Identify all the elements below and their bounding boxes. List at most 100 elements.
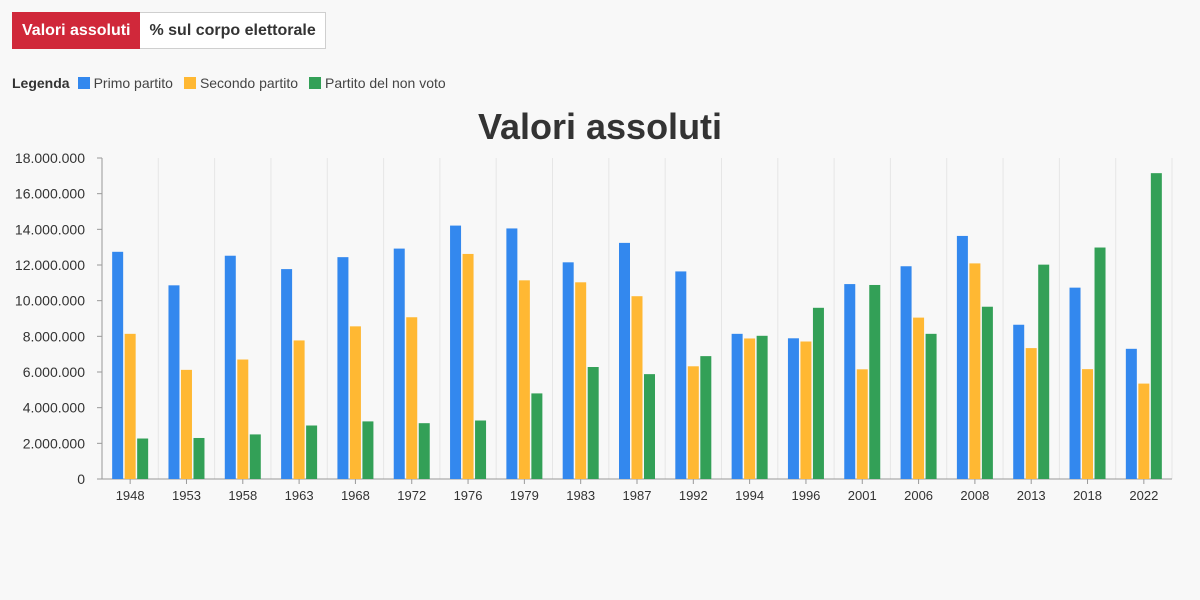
y-tick-label: 6.000.000: [23, 364, 85, 380]
legend-swatch-nonvoto: [309, 77, 322, 89]
legend: Legenda Primo partito Secondo partito Pa…: [12, 75, 457, 91]
bar-primo-partito: [731, 333, 743, 479]
bar-primo-partito: [112, 251, 124, 479]
bar-non-voto: [475, 420, 487, 479]
x-tick-label: 1972: [397, 488, 426, 503]
bar-secondo-partito: [575, 282, 587, 479]
bar-secondo-partito: [856, 369, 868, 479]
x-tick-label: 2006: [904, 488, 933, 503]
bar-primo-partito: [337, 257, 349, 479]
bar-secondo-partito: [406, 317, 418, 479]
bar-non-voto: [812, 307, 824, 479]
x-tick-label: 1963: [285, 488, 314, 503]
x-tick-label: 1996: [791, 488, 820, 503]
x-tick-label: 1958: [228, 488, 257, 503]
legend-title: Legenda: [12, 75, 70, 91]
y-tick-label: 0: [77, 471, 85, 487]
bar-secondo-partito: [180, 369, 192, 479]
bar-non-voto: [1038, 264, 1050, 479]
bar-primo-partito: [956, 235, 968, 479]
tab-percentuale-corpo-elettorale[interactable]: % sul corpo elettorale: [140, 12, 326, 49]
tab-valori-assoluti[interactable]: Valori assoluti: [12, 12, 141, 49]
bar-primo-partito: [619, 242, 630, 479]
bar-non-voto: [1094, 247, 1106, 479]
x-tick-label: 1976: [454, 488, 483, 503]
bar-non-voto: [869, 284, 881, 479]
bar-non-voto: [193, 437, 205, 479]
bar-secondo-partito: [969, 263, 981, 479]
bar-primo-partito: [506, 228, 518, 479]
x-tick-label: 1968: [341, 488, 370, 503]
bar-primo-partito: [1125, 348, 1137, 479]
x-tick-label: 2013: [1017, 488, 1046, 503]
x-tick-label: 1994: [735, 488, 764, 503]
x-tick-label: 2008: [960, 488, 989, 503]
bar-secondo-partito: [237, 359, 249, 479]
view-toggle: Valori assoluti % sul corpo elettorale: [12, 12, 326, 49]
bar-secondo-partito: [687, 366, 699, 479]
chart-title: Valori assoluti: [477, 106, 723, 147]
x-tick-label: 1983: [566, 488, 595, 503]
x-tick-label: 1979: [510, 488, 539, 503]
bar-non-voto: [249, 434, 261, 479]
bar-primo-partito: [1013, 324, 1025, 479]
legend-label-secondo: Secondo partito: [199, 75, 299, 91]
bar-primo-partito: [675, 271, 687, 479]
x-tick-label: 1948: [116, 488, 145, 503]
bar-non-voto: [362, 421, 374, 479]
x-tick-label: 1992: [679, 488, 708, 503]
legend-item-secondo-partito[interactable]: Secondo partito: [183, 75, 299, 91]
bar-non-voto: [644, 374, 655, 479]
bar-secondo-partito: [462, 253, 474, 479]
bar-primo-partito: [281, 269, 293, 479]
bar-non-voto: [1150, 173, 1162, 480]
bar-non-voto: [137, 438, 149, 479]
y-tick-label: 16.000.000: [15, 186, 85, 202]
bar-primo-partito: [393, 248, 405, 479]
y-tick-label: 14.000.000: [15, 221, 85, 237]
bar-primo-partito: [1069, 287, 1081, 479]
bar-primo-partito: [224, 255, 236, 479]
bar-primo-partito: [450, 225, 462, 479]
legend-label-primo: Primo partito: [93, 75, 173, 91]
bar-non-voto: [531, 393, 543, 479]
bar-primo-partito: [844, 284, 856, 479]
legend-swatch-primo: [77, 77, 90, 89]
bar-primo-partito: [168, 285, 180, 479]
bar-secondo-partito: [124, 333, 136, 479]
bar-primo-partito: [900, 266, 912, 479]
bar-secondo-partito: [349, 326, 361, 479]
bar-secondo-partito: [800, 341, 812, 479]
bar-secondo-partito: [293, 340, 305, 479]
y-tick-label: 2.000.000: [23, 435, 85, 451]
y-tick-label: 12.000.000: [15, 257, 85, 273]
x-tick-label: 2001: [848, 488, 877, 503]
y-tick-label: 8.000.000: [23, 328, 85, 344]
bar-non-voto: [925, 333, 937, 479]
bar-secondo-partito: [631, 296, 643, 479]
x-tick-label: 1953: [172, 488, 201, 503]
y-tick-label: 4.000.000: [23, 400, 85, 416]
legend-item-non-voto[interactable]: Partito del non voto: [309, 75, 446, 91]
bar-primo-partito: [562, 262, 574, 479]
bar-non-voto: [981, 306, 993, 479]
y-tick-label: 18.000.000: [15, 150, 85, 166]
bar-secondo-partito: [518, 280, 530, 479]
bar-secondo-partito: [1138, 383, 1150, 479]
legend-item-primo-partito[interactable]: Primo partito: [77, 75, 173, 91]
bar-secondo-partito: [913, 317, 925, 479]
legend-label-nonvoto: Partito del non voto: [325, 75, 446, 91]
y-tick-label: 10.000.000: [15, 293, 85, 309]
x-tick-label: 2022: [1129, 488, 1158, 503]
bar-secondo-partito: [1025, 348, 1037, 479]
bar-secondo-partito: [1082, 369, 1094, 479]
bar-non-voto: [700, 356, 712, 479]
bar-non-voto: [418, 423, 430, 479]
bar-secondo-partito: [744, 338, 756, 479]
bar-non-voto: [756, 335, 768, 479]
bar-primo-partito: [787, 338, 799, 479]
bar-non-voto: [306, 425, 318, 479]
x-tick-label: 2018: [1073, 488, 1102, 503]
bar-non-voto: [587, 367, 599, 479]
